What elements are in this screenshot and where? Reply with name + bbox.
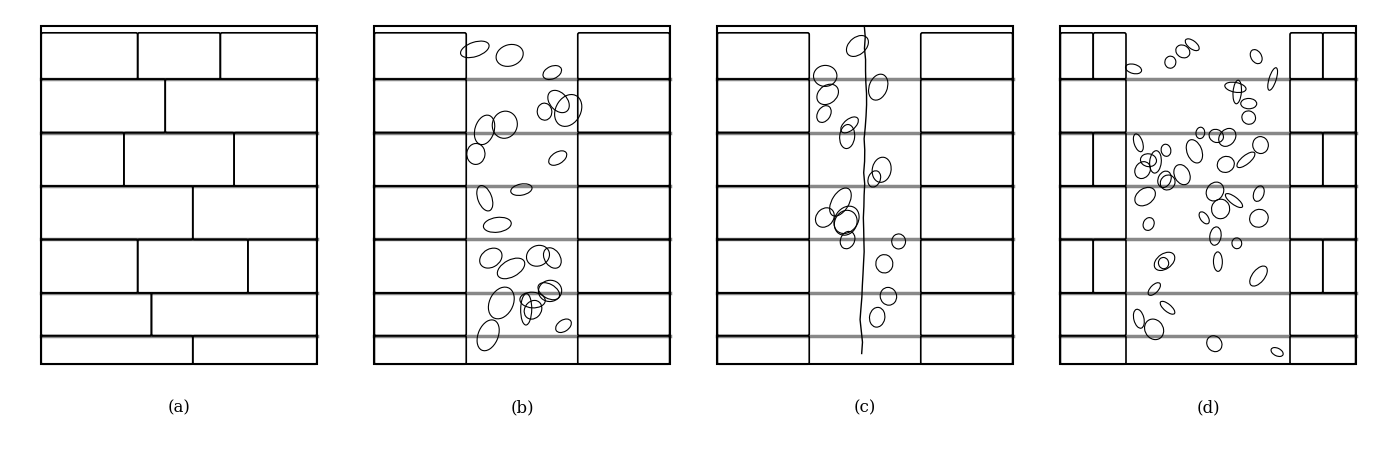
Text: (c): (c) bbox=[854, 400, 877, 417]
Text: (d): (d) bbox=[1196, 400, 1219, 417]
Text: (b): (b) bbox=[510, 400, 534, 417]
Text: (a): (a) bbox=[168, 400, 190, 417]
Bar bbox=[42, 26, 316, 364]
